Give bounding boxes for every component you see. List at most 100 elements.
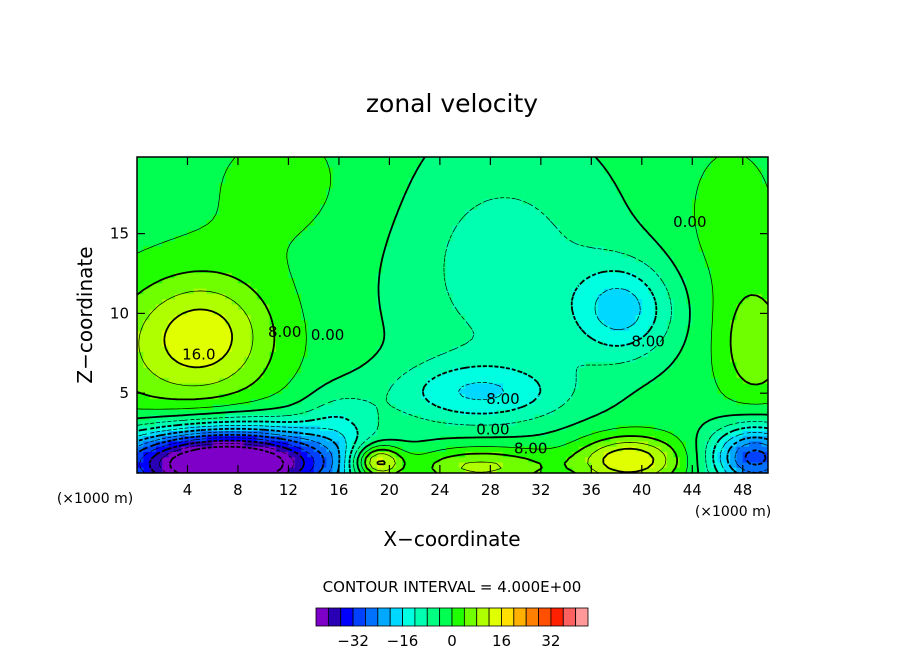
field-cell <box>711 388 719 395</box>
field-cell <box>528 341 536 348</box>
field-cell <box>465 288 473 295</box>
field-cell <box>376 325 384 332</box>
field-cell <box>200 236 208 242</box>
field-cell <box>193 383 201 390</box>
field-cell <box>591 204 599 211</box>
field-cell <box>616 199 624 205</box>
field-cell <box>244 162 252 169</box>
field-cell <box>572 336 580 342</box>
field-cell <box>269 309 277 316</box>
field-cell <box>143 336 151 342</box>
field-cell <box>439 346 447 353</box>
field-cell <box>704 283 712 290</box>
field-cell <box>521 325 529 332</box>
field-cell <box>137 336 144 342</box>
field-cell <box>294 257 302 263</box>
field-cell <box>181 236 189 242</box>
field-cell <box>477 209 485 216</box>
field-cell <box>244 230 252 237</box>
field-cell <box>490 288 498 295</box>
field-cell <box>237 230 245 237</box>
field-cell <box>749 199 756 205</box>
field-cell <box>439 236 447 242</box>
field-cell <box>547 199 555 205</box>
field-cell <box>559 178 567 184</box>
field-cell <box>408 162 416 169</box>
field-cell <box>717 193 725 200</box>
field-cell <box>149 183 157 190</box>
field-cell <box>685 409 693 416</box>
field-cell <box>187 404 195 411</box>
field-cell <box>667 157 674 163</box>
field-cell <box>559 172 567 179</box>
field-cell <box>673 278 681 284</box>
field-cell <box>282 320 290 327</box>
field-cell <box>376 246 384 253</box>
field-cell <box>313 199 321 205</box>
field-cell <box>357 236 365 242</box>
field-cell <box>698 372 706 379</box>
field-cell <box>673 251 681 258</box>
field-cell <box>477 278 485 284</box>
field-cell <box>294 183 302 190</box>
field-cell <box>484 220 491 227</box>
field-cell <box>389 336 397 342</box>
field-cell <box>597 394 605 400</box>
field-cell <box>755 299 763 306</box>
field-cell <box>704 367 712 374</box>
field-cell <box>439 309 447 316</box>
field-cell <box>275 236 283 242</box>
field-cell <box>256 367 264 374</box>
field-cell <box>395 267 403 274</box>
field-cell <box>578 172 586 179</box>
field-cell <box>692 183 700 190</box>
field-cell <box>496 267 504 274</box>
field-cell <box>660 325 668 332</box>
field-cell <box>402 394 409 400</box>
field-cell <box>515 209 523 216</box>
field-cell <box>446 225 454 232</box>
field-cell <box>629 341 637 348</box>
field-cell <box>723 357 731 363</box>
field-cell <box>193 241 201 248</box>
field-cell <box>685 172 693 179</box>
field-cell <box>200 178 208 184</box>
field-cell <box>610 288 618 295</box>
field-cell <box>484 257 491 263</box>
field-cell <box>704 288 712 295</box>
field-cell <box>263 220 271 227</box>
field-cell <box>698 299 706 306</box>
field-cell <box>345 183 353 190</box>
field-cell <box>332 204 340 211</box>
field-cell <box>534 188 542 195</box>
field-cell <box>465 257 473 263</box>
field-cell <box>181 209 189 216</box>
field-cell <box>591 415 599 421</box>
field-cell <box>502 162 510 169</box>
field-cell <box>490 278 498 284</box>
field-cell <box>446 346 454 353</box>
field-cell <box>237 241 245 248</box>
field-cell <box>370 336 378 342</box>
field-cell <box>477 178 485 184</box>
field-cell <box>679 394 687 400</box>
field-cell <box>376 288 384 295</box>
field-cell <box>301 383 308 390</box>
field-cell <box>490 404 498 411</box>
field-cell <box>484 367 491 374</box>
field-cell <box>446 315 454 321</box>
field-cell <box>269 399 277 406</box>
field-cell <box>301 241 308 248</box>
field-cell <box>244 157 252 163</box>
field-cell <box>641 241 649 248</box>
field-cell <box>275 178 283 184</box>
field-cell <box>559 288 567 295</box>
field-cell <box>193 309 201 316</box>
field-cell <box>319 157 327 163</box>
field-cell <box>237 172 245 179</box>
field-cell <box>610 372 618 379</box>
field-cell <box>648 157 656 163</box>
field-cell <box>219 330 226 337</box>
field-cell <box>200 351 208 358</box>
field-cell <box>496 394 504 400</box>
